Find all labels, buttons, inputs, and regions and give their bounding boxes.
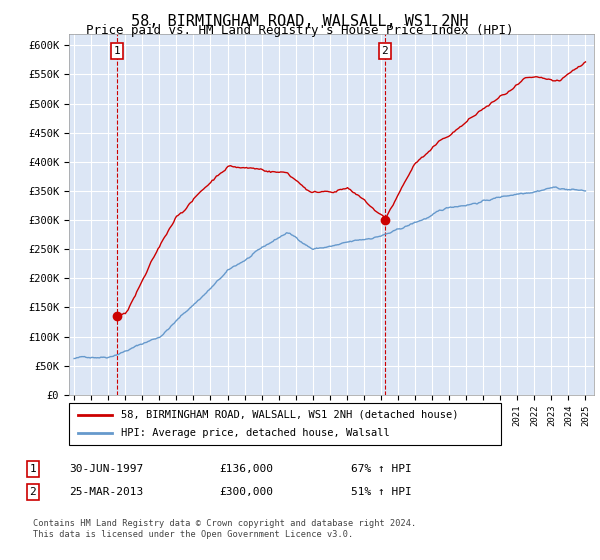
Text: 58, BIRMINGHAM ROAD, WALSALL, WS1 2NH: 58, BIRMINGHAM ROAD, WALSALL, WS1 2NH bbox=[131, 14, 469, 29]
Text: HPI: Average price, detached house, Walsall: HPI: Average price, detached house, Wals… bbox=[121, 428, 389, 438]
Text: 51% ↑ HPI: 51% ↑ HPI bbox=[351, 487, 412, 497]
Text: 1: 1 bbox=[113, 46, 120, 56]
Text: 58, BIRMINGHAM ROAD, WALSALL, WS1 2NH (detached house): 58, BIRMINGHAM ROAD, WALSALL, WS1 2NH (d… bbox=[121, 410, 458, 420]
Text: 30-JUN-1997: 30-JUN-1997 bbox=[69, 464, 143, 474]
Text: 2: 2 bbox=[29, 487, 37, 497]
Text: Contains HM Land Registry data © Crown copyright and database right 2024.
This d: Contains HM Land Registry data © Crown c… bbox=[33, 519, 416, 539]
Text: £300,000: £300,000 bbox=[219, 487, 273, 497]
FancyBboxPatch shape bbox=[69, 403, 501, 445]
Text: 25-MAR-2013: 25-MAR-2013 bbox=[69, 487, 143, 497]
Text: 2: 2 bbox=[382, 46, 388, 56]
Text: £136,000: £136,000 bbox=[219, 464, 273, 474]
Text: 1: 1 bbox=[29, 464, 37, 474]
Text: 67% ↑ HPI: 67% ↑ HPI bbox=[351, 464, 412, 474]
Text: Price paid vs. HM Land Registry's House Price Index (HPI): Price paid vs. HM Land Registry's House … bbox=[86, 24, 514, 37]
